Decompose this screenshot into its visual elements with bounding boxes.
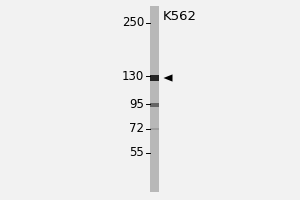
- Bar: [150, 103, 159, 107]
- Text: 95: 95: [129, 98, 144, 110]
- Bar: [150, 128, 159, 130]
- Text: 55: 55: [129, 146, 144, 160]
- Polygon shape: [164, 74, 172, 82]
- Text: K562: K562: [163, 10, 197, 23]
- Text: 130: 130: [122, 70, 144, 82]
- Bar: [150, 75, 159, 81]
- Text: 250: 250: [122, 17, 144, 29]
- Text: 72: 72: [129, 122, 144, 136]
- Bar: [150, 6, 159, 192]
